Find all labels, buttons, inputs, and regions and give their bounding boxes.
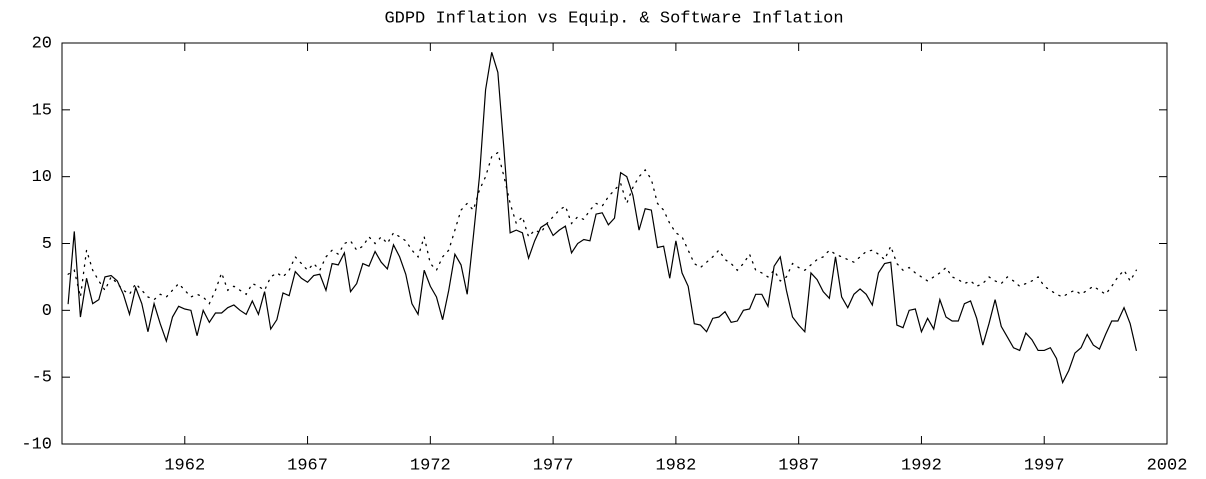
- y-tick-label: 5: [42, 235, 52, 254]
- y-tick-label: -5: [32, 369, 52, 388]
- x-tick-label: 1992: [901, 456, 942, 475]
- series-line: [67, 151, 1137, 305]
- y-tick-label: 20: [32, 34, 52, 53]
- x-tick-label: 1967: [287, 456, 328, 475]
- x-tick-label: 2002: [1147, 456, 1188, 475]
- series-line: [67, 52, 1137, 385]
- x-tick-label: 1962: [164, 456, 205, 475]
- y-tick-label: 10: [32, 168, 52, 187]
- x-tick-label: 1972: [410, 456, 451, 475]
- chart-title: GDPD Inflation vs Equip. & Software Infl…: [384, 9, 843, 28]
- x-tick-label: 1977: [533, 456, 574, 475]
- y-tick-label: -10: [21, 435, 52, 454]
- x-tick-label: 1997: [1024, 456, 1065, 475]
- x-tick-label: 1987: [778, 456, 819, 475]
- x-tick-label: 1982: [655, 456, 696, 475]
- plot-frame: [61, 42, 1168, 445]
- y-tick-label: 15: [32, 101, 52, 120]
- y-tick-label: 0: [42, 302, 52, 321]
